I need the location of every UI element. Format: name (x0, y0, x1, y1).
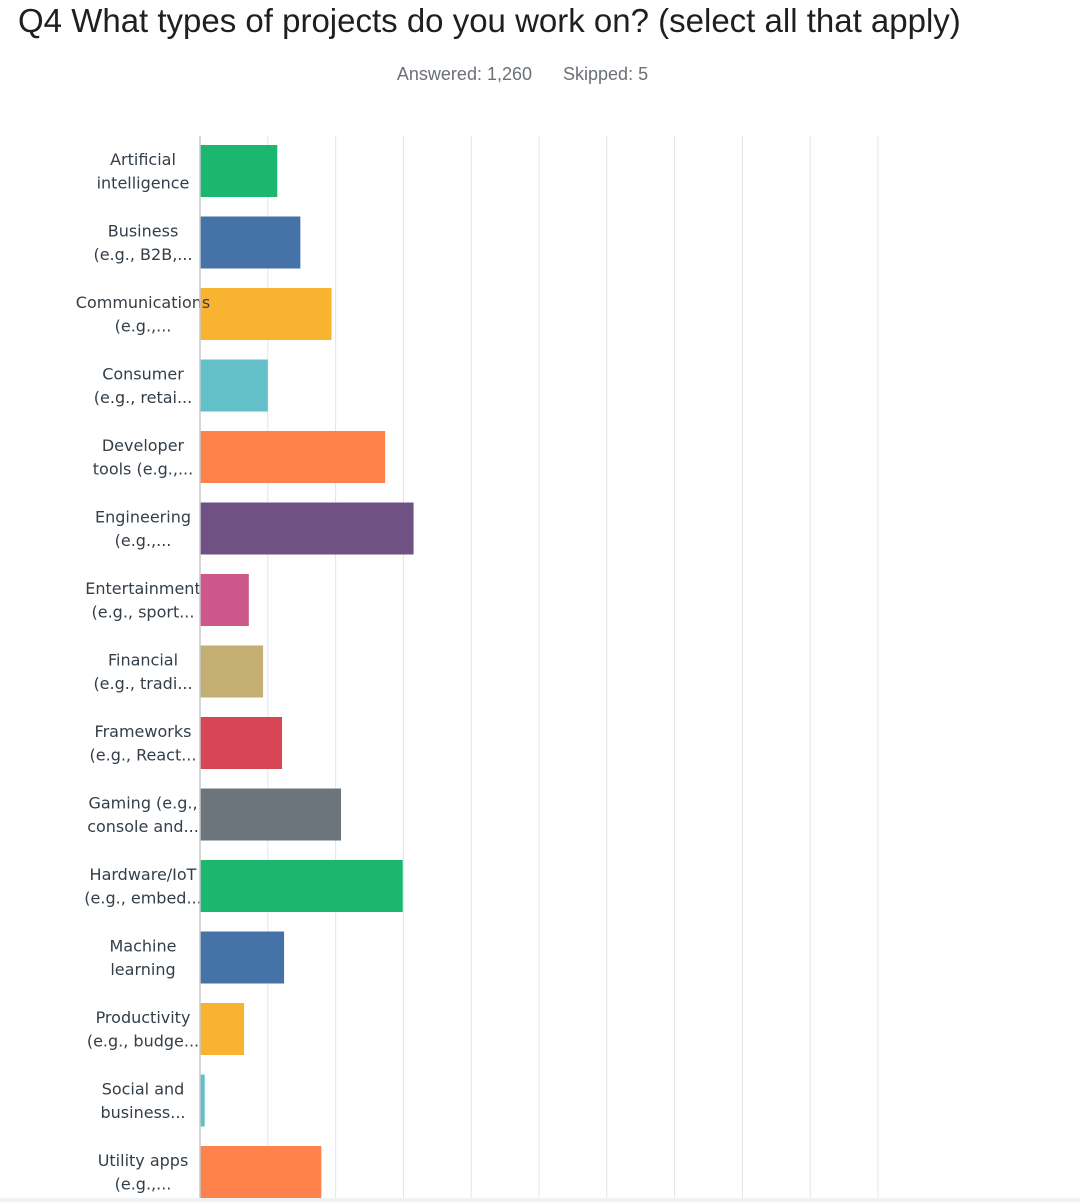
bar-4[interactable] (200, 431, 386, 483)
bar-11[interactable] (200, 931, 285, 984)
category-label-line: Gaming (e.g., (88, 794, 197, 813)
category-label-11: Machine learning (110, 937, 177, 980)
category-label-line: (e.g.,... (115, 1175, 172, 1194)
category-label-6: Entertainment (e.g., sport... (85, 579, 200, 622)
chart-category-labels: Artificial intelligence Business (e.g., B2B… (76, 150, 210, 1194)
category-label-line: Social and (102, 1080, 185, 1099)
bar-13[interactable] (200, 1074, 205, 1127)
response-stats: Answered: 1,260 Skipped: 5 (0, 64, 1045, 85)
category-label-line: Productivity (96, 1008, 191, 1027)
bar-3[interactable] (200, 359, 268, 412)
chart-grid (267, 136, 879, 1202)
answered-count: Answered: 1,260 (396, 64, 532, 84)
category-label-2: Communications (e.g.,... (76, 293, 210, 336)
category-label-4: Developer tools (e.g.,... (93, 436, 193, 479)
category-label-1: Business (e.g., B2B,... (93, 222, 192, 265)
category-label-line: (e.g., embed... (84, 889, 201, 908)
category-label-line: (e.g., retai... (94, 388, 192, 407)
chart-bars (200, 145, 414, 1198)
category-label-line: Utility apps (98, 1151, 189, 1170)
category-label-line: Communications (76, 293, 210, 312)
bar-8[interactable] (200, 717, 283, 769)
category-label-line: Business (108, 222, 179, 241)
category-label-line: Frameworks (95, 722, 192, 741)
bar-10[interactable] (200, 860, 403, 912)
question-title: Q4 What types of projects do you work on… (18, 2, 961, 39)
category-label-line: business... (101, 1103, 186, 1122)
category-label-line: (e.g., sport... (92, 603, 195, 622)
category-label-line: Consumer (102, 365, 184, 384)
category-label-line: tools (e.g.,... (93, 460, 193, 479)
category-label-line: Artificial (110, 150, 176, 169)
category-label-8: Frameworks (e.g., React... (90, 722, 197, 765)
bar-7[interactable] (200, 645, 264, 698)
bar-0[interactable] (200, 145, 278, 197)
category-label-3: Consumer (e.g., retai... (94, 365, 192, 408)
category-label-line: Developer (102, 436, 185, 455)
category-label-line: Hardware/IoT (90, 865, 197, 884)
category-label-line: (e.g.,... (115, 317, 172, 336)
category-label-line: intelligence (97, 174, 190, 193)
skipped-count: Skipped: 5 (563, 64, 649, 84)
bar-5[interactable] (200, 502, 414, 555)
category-label-line: learning (110, 960, 175, 979)
bottom-edge (0, 1198, 1080, 1202)
category-label-line: Entertainment (85, 579, 200, 598)
category-label-line: (e.g.,... (115, 531, 172, 550)
bar-14[interactable] (200, 1146, 322, 1198)
category-label-9: Gaming (e.g., console and... (87, 794, 199, 837)
bar-2[interactable] (200, 288, 332, 340)
category-label-line: Financial (108, 651, 178, 670)
category-label-line: Engineering (95, 508, 191, 527)
category-label-13: Social and business... (101, 1080, 186, 1123)
bar-9[interactable] (200, 788, 342, 841)
bar-1[interactable] (200, 216, 301, 269)
category-label-0: Artificial intelligence (97, 150, 190, 193)
category-label-12: Productivity (e.g., budge... (87, 1008, 199, 1051)
category-label-line: (e.g., budge... (87, 1032, 199, 1051)
category-label-line: (e.g., B2B,... (93, 245, 192, 264)
bar-12[interactable] (200, 1003, 245, 1055)
category-label-line: Machine (110, 937, 177, 956)
category-label-10: Hardware/IoT (e.g., embed... (84, 865, 201, 908)
category-label-14: Utility apps (e.g.,... (98, 1151, 189, 1194)
category-label-line: console and... (87, 817, 199, 836)
bar-6[interactable] (200, 574, 249, 626)
category-label-line: (e.g., React... (90, 746, 197, 765)
category-label-5: Engineering (e.g.,... (95, 508, 191, 551)
category-label-7: Financial (e.g., tradi... (93, 651, 192, 694)
category-label-line: (e.g., tradi... (93, 674, 192, 693)
